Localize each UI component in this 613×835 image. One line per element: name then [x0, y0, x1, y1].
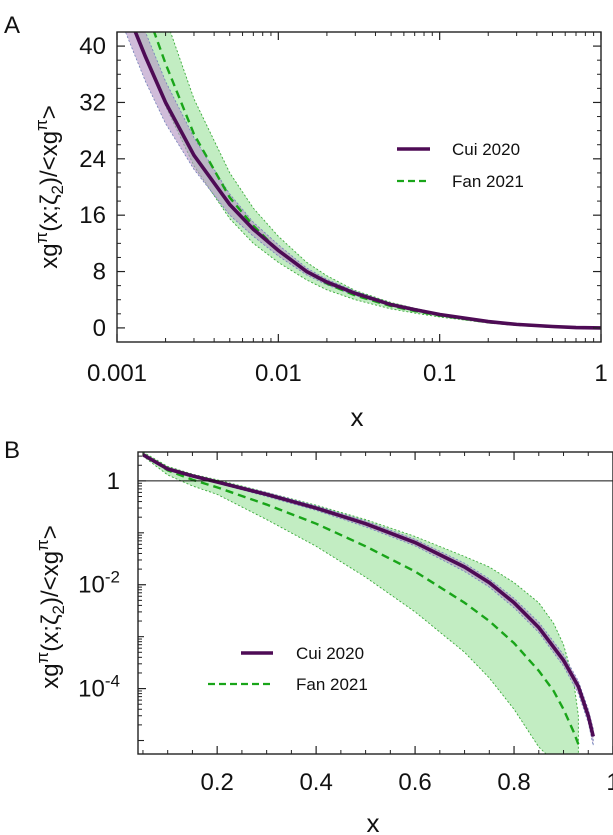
panel-b-y-tick-label: 10-4	[78, 672, 120, 703]
panel-a-y-axis-label: xgπ(x;ζ2)/<xgπ>	[32, 105, 67, 269]
panel-a-x-tick-label: 0.1	[423, 360, 456, 387]
panel-a-cui-2020-line	[133, 32, 601, 330]
panel-a-y-tick-label: 16	[79, 202, 106, 229]
panel-b-fan-2021-line	[142, 452, 580, 745]
panel-b: B 0.2 0.4 0.6 0.8 1 1 10-2 10-4 x xgπ(x;ζ2)/<xg…	[4, 437, 613, 835]
panel-b-legend-fan-label: Fan 2021	[296, 675, 368, 694]
panel-a-cui-2020-uncertainty-band	[125, 32, 601, 329]
panel-a-x-tick-label: 0.001	[87, 360, 147, 387]
panel-b-y-tick-label: 1	[107, 468, 120, 495]
panel-b-cui-2020-line	[142, 453, 595, 737]
panel-a-x-tick-label: 1	[594, 360, 607, 387]
panel-a-fan-2021-uncertainty-band	[136, 32, 601, 329]
panel-b-legend-cui-label: Cui 2020	[296, 644, 364, 663]
panel-a-legend: Cui 2020 Fan 2021	[397, 140, 524, 191]
panel-a-y-tick-label: 8	[93, 259, 106, 286]
panel-a-legend-fan-label: Fan 2021	[452, 172, 524, 191]
panel-b-x-tick-label: 0.6	[398, 769, 431, 796]
panel-a-x-tick-label: 0.01	[255, 360, 302, 387]
panel-b-y-tick-label: 10-2	[78, 568, 120, 599]
panel-b-x-tick-label: 0.4	[299, 769, 332, 796]
panel-a-y-tick-label: 32	[79, 89, 106, 116]
panel-b-plot-area	[138, 452, 613, 754]
panel-b-fan-2021-uncertainty-band	[142, 452, 579, 754]
panel-b-label: B	[4, 437, 20, 464]
panel-a-plot-area	[125, 32, 601, 330]
panel-b-x-tick-label: 1	[606, 769, 613, 796]
panel-a-legend-cui-label: Cui 2020	[452, 140, 520, 159]
panel-b-x-axis-label: x	[367, 808, 380, 835]
panel-b-x-tick-label: 0.8	[497, 769, 530, 796]
panel-a-x-axis-label: x	[351, 402, 364, 432]
panel-a-axes: 0.001 0.01 0.1 1 0 8 16 24 32 40	[79, 31, 608, 387]
panel-b-cui-2020-uncertainty-band	[142, 452, 594, 746]
panel-a-fan-2021-line	[152, 32, 601, 330]
panel-a-y-tick-label: 40	[79, 33, 106, 60]
panel-b-x-tick-label: 0.2	[200, 769, 233, 796]
panel-a-y-tick-label: 0	[93, 315, 106, 342]
panel-a-y-tick-label: 24	[79, 146, 106, 173]
panel-a: A 0.001 0.01 0.1 1 0 8 16 24 32 40 x xgπ(x;ζ2)/<x…	[4, 12, 608, 432]
panel-b-legend: Cui 2020 Fan 2021	[208, 644, 368, 694]
panel-a-label: A	[4, 12, 20, 39]
panel-b-frame	[137, 451, 613, 755]
panel-b-y-axis-label: xgπ(x;ζ2)/<xgπ>	[33, 525, 68, 689]
panel-b-axes: 0.2 0.4 0.6 0.8 1 1 10-2 10-4	[78, 452, 613, 796]
